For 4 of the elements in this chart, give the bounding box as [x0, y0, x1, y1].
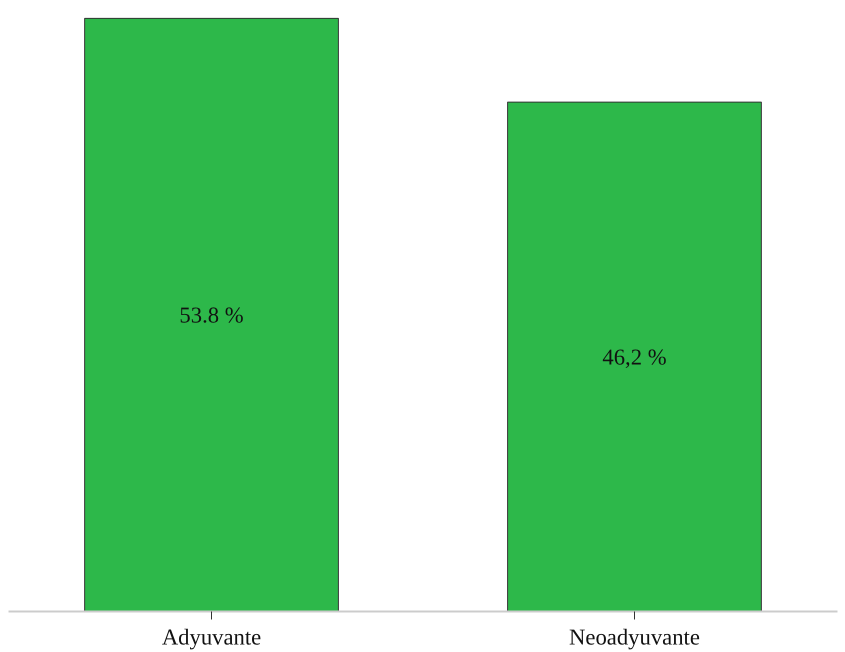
x-tick-label: Adyuvante: [162, 624, 262, 650]
x-tick-label: Neoadyuvante: [569, 624, 700, 650]
data-label: 53.8 %: [179, 302, 244, 328]
data-label: 46,2 %: [602, 344, 667, 370]
